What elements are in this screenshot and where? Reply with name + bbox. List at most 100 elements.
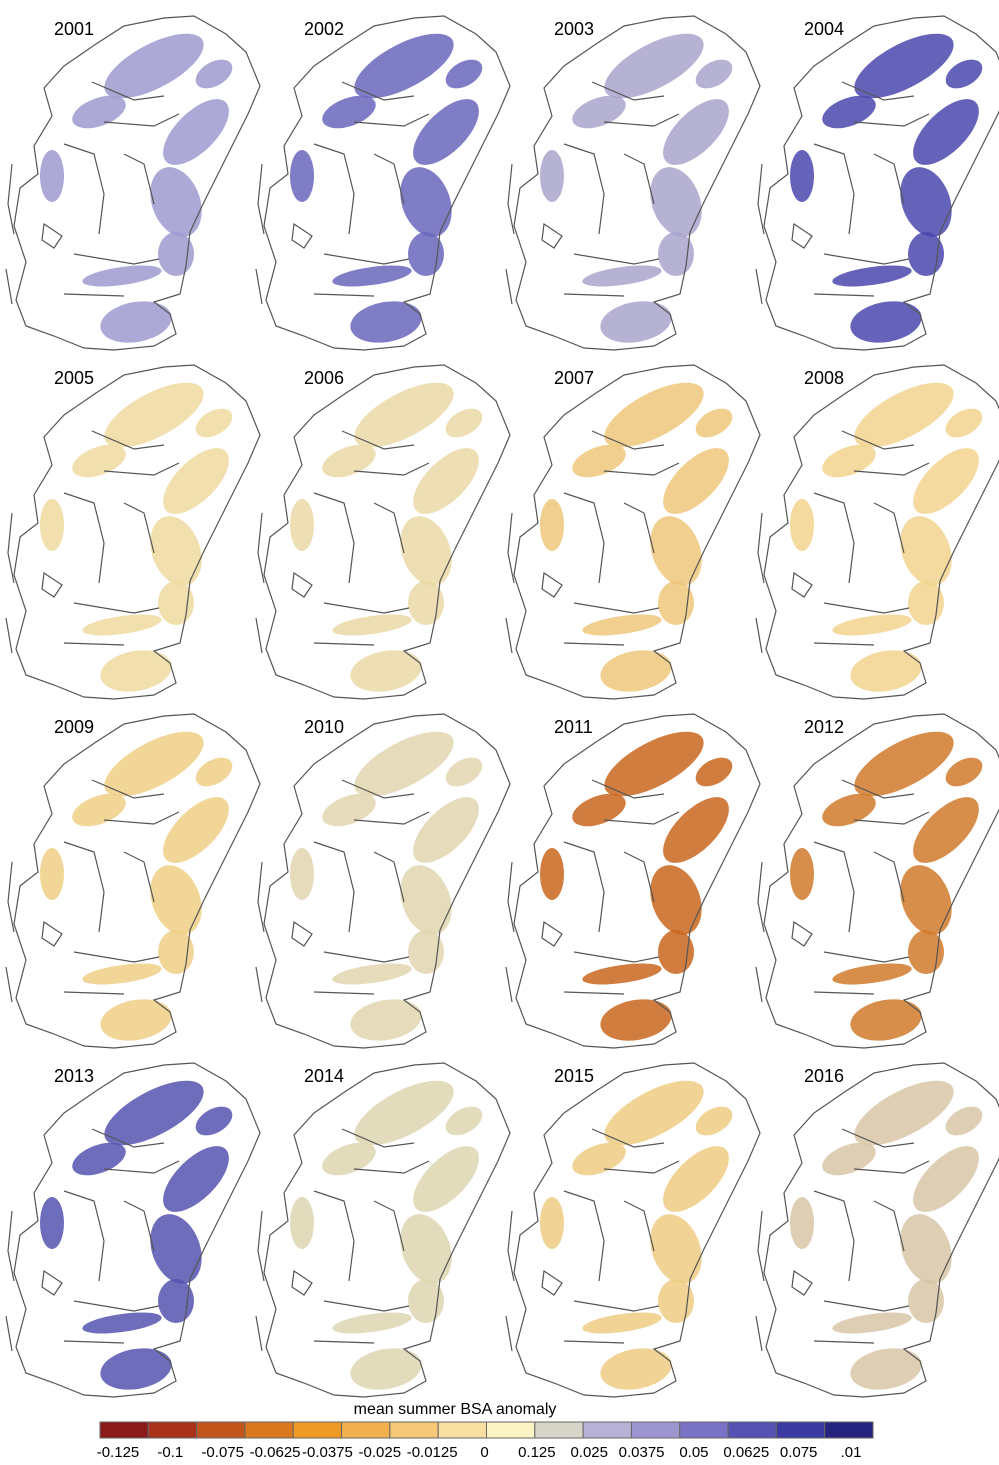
year-label: 2004: [804, 19, 844, 39]
anomaly-area: [191, 1101, 238, 1142]
colorbar-label: 0.125: [518, 1444, 556, 1461]
colorbar-swatch: [293, 1422, 341, 1438]
anomaly-area: [790, 848, 814, 900]
year-label: 2015: [554, 1066, 594, 1086]
map-panel: 2016: [756, 1063, 999, 1397]
colorbar-label: -0.1: [157, 1444, 183, 1461]
colorbar: mean summer BSA anomaly -0.125-0.1-0.075…: [97, 1401, 873, 1461]
colorbar-swatch: [100, 1422, 148, 1438]
colorbar-swatch: [438, 1422, 486, 1438]
colorbar-swatch: [197, 1422, 245, 1438]
anomaly-area: [790, 1197, 814, 1249]
anomaly-area: [40, 848, 64, 900]
year-label: 2016: [804, 1066, 844, 1086]
colorbar-swatch: [148, 1422, 196, 1438]
anomaly-area: [847, 1343, 925, 1395]
year-label: 2002: [304, 19, 344, 39]
map-panel: 2009: [6, 714, 260, 1048]
colorbar-swatch: [680, 1422, 728, 1438]
colorbar-title: mean summer BSA anomaly: [354, 1401, 557, 1418]
anomaly-area: [691, 1101, 738, 1142]
anomaly-area: [641, 858, 711, 942]
colorbar-label: -0.125: [97, 1444, 140, 1461]
year-label: 2005: [54, 368, 94, 388]
year-label: 2006: [304, 368, 344, 388]
anomaly-area: [652, 437, 740, 525]
anomaly-area: [391, 1207, 461, 1291]
map-panel: 2008: [756, 365, 999, 699]
anomaly-area: [540, 150, 564, 202]
anomaly-area: [941, 752, 988, 793]
year-label: 2014: [304, 1066, 344, 1086]
anomaly-area: [141, 509, 211, 593]
colorbar-swatch: [487, 1422, 535, 1438]
anomaly-area: [597, 1343, 675, 1395]
colorbar-label: -0.0625: [250, 1444, 301, 1461]
anomaly-area: [402, 786, 490, 874]
map-panel: 2006: [256, 365, 510, 699]
anomaly-area: [581, 1309, 663, 1338]
anomaly-area: [597, 645, 675, 697]
map-panel: 2007: [506, 365, 760, 699]
colorbar-label: 0: [480, 1444, 488, 1461]
colorbar-label: 0.025: [570, 1444, 608, 1461]
anomaly-area: [391, 858, 461, 942]
year-label: 2008: [804, 368, 844, 388]
anomaly-area: [902, 1135, 990, 1223]
anomaly-area: [902, 88, 990, 176]
anomaly-area: [408, 1279, 444, 1323]
anomaly-area: [290, 848, 314, 900]
colorbar-label: .01: [841, 1444, 862, 1461]
anomaly-area: [540, 1197, 564, 1249]
map-panel: 2002: [256, 16, 510, 350]
year-label: 2009: [54, 717, 94, 737]
anomaly-area: [641, 1207, 711, 1291]
map-panel: 2003: [506, 16, 760, 350]
map-panel: 2010: [256, 714, 510, 1048]
anomaly-area: [691, 54, 738, 95]
anomaly-area: [891, 858, 961, 942]
anomaly-area: [158, 1279, 194, 1323]
colorbar-swatch: [535, 1422, 583, 1438]
colorbar-swatch: [776, 1422, 824, 1438]
year-label: 2012: [804, 717, 844, 737]
year-label: 2010: [304, 717, 344, 737]
anomaly-area: [540, 499, 564, 551]
anomaly-area: [831, 960, 913, 989]
colorbar-swatch: [631, 1422, 679, 1438]
anomaly-area: [40, 499, 64, 551]
anomaly-area: [581, 611, 663, 640]
anomaly-area: [97, 645, 175, 697]
anomaly-area: [408, 232, 444, 276]
figure: 2001 2002 2003 2004 2005 2006 2007 2008 2009 2010…: [0, 0, 999, 1465]
anomaly-area: [290, 499, 314, 551]
anomaly-area: [408, 930, 444, 974]
colorbar-label: -0.025: [359, 1444, 402, 1461]
anomaly-area: [891, 160, 961, 244]
anomaly-area: [81, 611, 163, 640]
anomaly-area: [331, 611, 413, 640]
year-label: 2007: [554, 368, 594, 388]
anomaly-area: [581, 262, 663, 291]
anomaly-area: [158, 930, 194, 974]
year-label: 2001: [54, 19, 94, 39]
anomaly-area: [152, 786, 240, 874]
anomaly-area: [347, 994, 425, 1046]
anomaly-area: [347, 645, 425, 697]
anomaly-area: [847, 994, 925, 1046]
colorbar-label: 0.0625: [723, 1444, 769, 1461]
anomaly-area: [441, 54, 488, 95]
anomaly-area: [141, 1207, 211, 1291]
colorbar-label: 0.075: [780, 1444, 818, 1461]
year-label: 2003: [554, 19, 594, 39]
anomaly-area: [347, 1343, 425, 1395]
panel-grid: 2001 2002 2003 2004 2005 2006 2007 2008 2009 2010…: [6, 16, 999, 1397]
colorbar-label: 0.0375: [619, 1444, 665, 1461]
anomaly-area: [597, 994, 675, 1046]
anomaly-area: [290, 150, 314, 202]
anomaly-area: [790, 150, 814, 202]
anomaly-area: [641, 160, 711, 244]
anomaly-area: [97, 296, 175, 348]
anomaly-area: [902, 437, 990, 525]
anomaly-area: [441, 1101, 488, 1142]
